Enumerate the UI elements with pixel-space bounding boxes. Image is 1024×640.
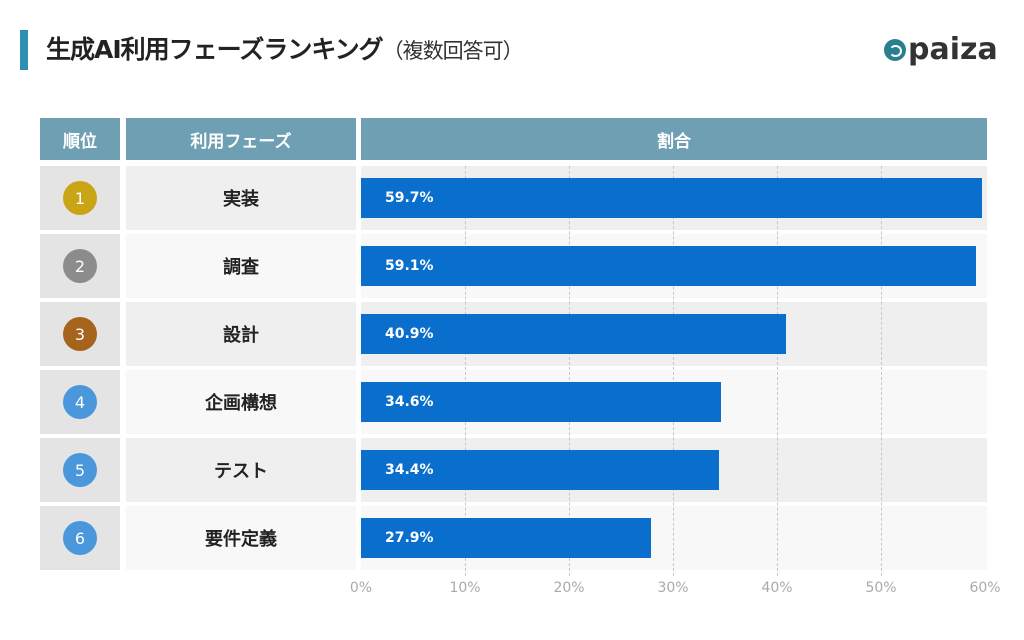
paiza-logo: paiza: [884, 30, 998, 70]
title-sub: （複数回答可）: [382, 39, 524, 63]
rank-cell: 1: [40, 166, 120, 230]
rank-cell: 2: [40, 234, 120, 298]
gridline: [777, 166, 778, 576]
rank-badge: 1: [63, 181, 97, 215]
gridline: [465, 166, 466, 576]
phase-label: 設計: [126, 302, 356, 366]
phase-label: 実装: [126, 166, 356, 230]
rank-badge: 4: [63, 385, 97, 419]
bar: 59.7%: [361, 178, 982, 218]
header-ratio: 割合: [361, 118, 987, 160]
x-tick-label: 50%: [865, 580, 897, 596]
header-rank: 順位: [40, 118, 120, 160]
rank-badge: 3: [63, 317, 97, 351]
logo-text: paiza: [908, 32, 998, 67]
rank-badge: 6: [63, 521, 97, 555]
x-tick-label: 0%: [349, 580, 373, 596]
x-tick-label: 30%: [657, 580, 689, 596]
phase-label: 企画構想: [126, 370, 356, 434]
bar: 34.6%: [361, 382, 721, 422]
bar: 40.9%: [361, 314, 787, 354]
phase-label: テスト: [126, 438, 356, 502]
phase-label: 要件定義: [126, 506, 356, 570]
rank-cell: 4: [40, 370, 120, 434]
x-tick-label: 20%: [553, 580, 585, 596]
bar: 34.4%: [361, 450, 719, 490]
x-tick-label: 60%: [969, 580, 1001, 596]
title-accent-bar: [20, 30, 28, 70]
page-title: 生成AI利用フェーズランキング（複数回答可）: [46, 30, 524, 71]
x-tick-label: 10%: [449, 580, 481, 596]
logo-mark-icon: [884, 39, 906, 61]
rank-cell: 3: [40, 302, 120, 366]
title-main: 生成AI利用フェーズランキング: [46, 35, 384, 64]
x-tick-label: 40%: [761, 580, 793, 596]
rank-badge: 5: [63, 453, 97, 487]
rank-badge: 2: [63, 249, 97, 283]
rank-cell: 6: [40, 506, 120, 570]
phase-label: 調査: [126, 234, 356, 298]
gridline: [569, 166, 570, 576]
bar: 27.9%: [361, 518, 652, 558]
gridline: [673, 166, 674, 576]
bar: 59.1%: [361, 246, 976, 286]
header-phase: 利用フェーズ: [126, 118, 356, 160]
gridline: [881, 166, 882, 576]
rank-cell: 5: [40, 438, 120, 502]
